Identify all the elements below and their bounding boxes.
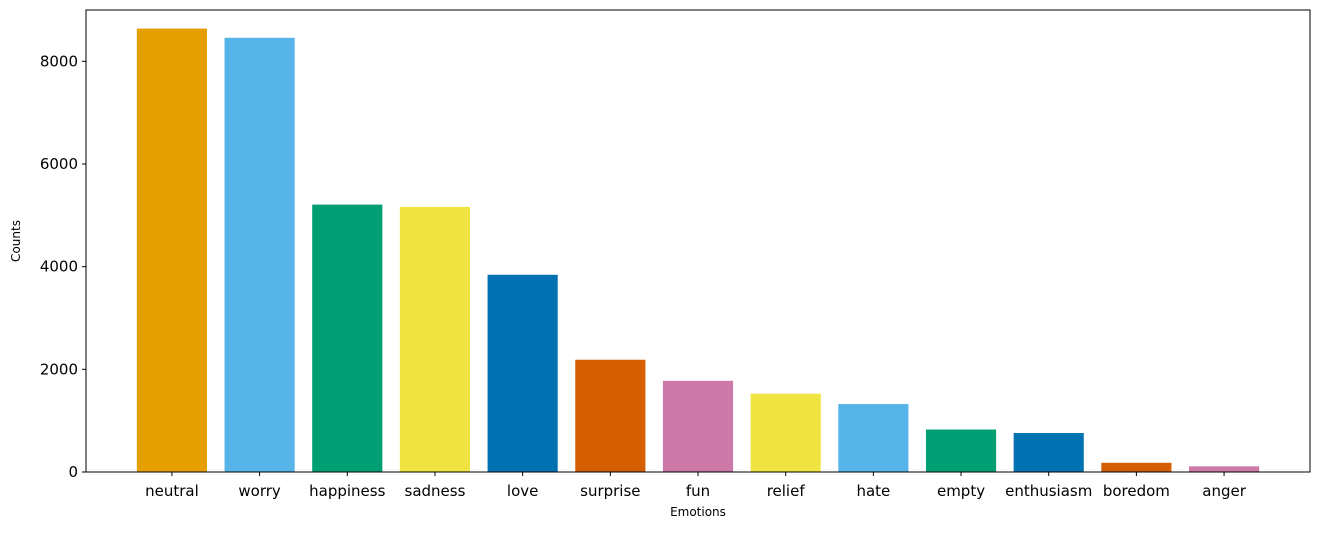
y-tick-label: 0 [68, 463, 78, 481]
y-tick-label: 2000 [40, 360, 78, 378]
bars-layer [136, 28, 1260, 472]
bar-hate [838, 404, 909, 472]
bar-boredom [1101, 462, 1172, 472]
bar-happiness [312, 204, 383, 472]
bar-love [487, 274, 558, 472]
x-tick-label: anger [1202, 482, 1246, 500]
bar-fun [662, 380, 734, 472]
y-axis: 0 2000 4000 6000 8000 [40, 52, 86, 481]
bar-relief [750, 393, 821, 472]
y-tick-label: 6000 [40, 155, 78, 173]
x-tick-label: neutral [145, 482, 199, 500]
x-tick-label: relief [767, 482, 806, 500]
bar-empty [925, 429, 997, 472]
y-axis-label: Counts [9, 220, 23, 262]
x-tick-label: enthusiasm [1005, 482, 1092, 500]
x-tick-label: empty [937, 482, 985, 500]
x-tick-label: worry [238, 482, 281, 500]
x-tick-label: love [507, 482, 538, 500]
x-tick-label: hate [856, 482, 890, 500]
bar-enthusiasm [1013, 433, 1084, 472]
y-tick-label: 8000 [40, 52, 78, 70]
x-axis-label: Emotions [670, 505, 726, 519]
bar-sadness [399, 206, 471, 472]
y-tick-label: 4000 [40, 258, 78, 276]
bar-surprise [575, 359, 646, 472]
x-axis: neutral worry happiness sadness love surprise… [145, 472, 1247, 500]
x-tick-label: surprise [580, 482, 640, 500]
bar-anger [1189, 466, 1260, 472]
bar-worry [224, 37, 295, 472]
x-tick-label: sadness [405, 482, 466, 500]
bar-neutral [136, 28, 207, 472]
x-tick-label: boredom [1103, 482, 1170, 500]
x-tick-label: fun [686, 482, 710, 500]
x-tick-label: happiness [309, 482, 385, 500]
plot-frame [85, 9, 1311, 473]
